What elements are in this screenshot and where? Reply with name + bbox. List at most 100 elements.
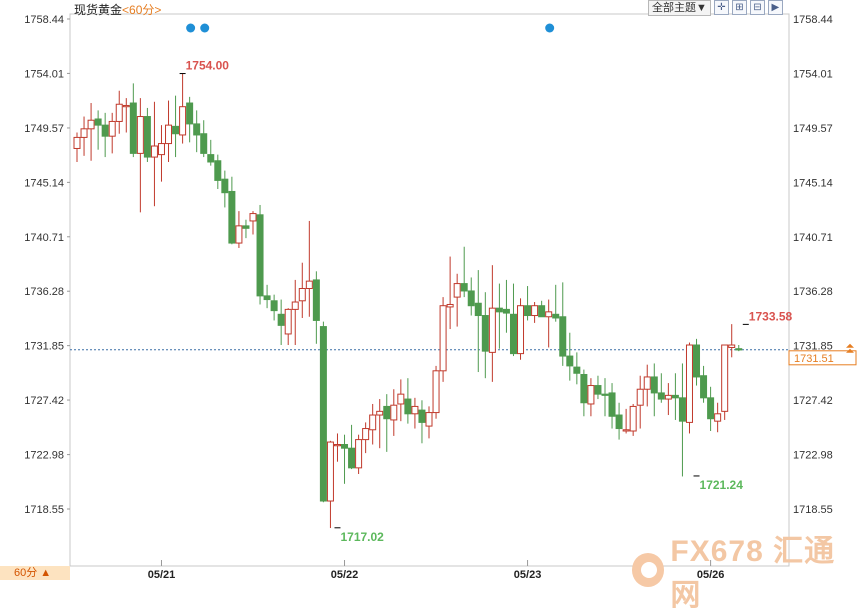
y-tick-label-right: 1718.55 [793,504,833,516]
candle-body [291,301,299,310]
y-tick-label-left: 1745.14 [24,177,64,189]
candle-body [573,366,581,374]
candle-body [474,302,482,317]
candle-body [179,106,187,136]
candle-body [488,307,496,353]
current-price-label: 1731.51 [794,353,834,365]
candle-body [643,376,651,390]
candle-body [559,316,567,357]
high-annotation: 1754.00 [186,59,230,73]
y-tick-label-left: 1731.85 [24,341,64,353]
theme-dropdown[interactable]: 全部主题▼ [648,0,711,16]
candle-body [348,447,356,469]
candle-body [256,214,264,297]
candle-body [467,290,475,307]
candle-body [200,133,208,154]
crosshair-icon[interactable]: ✛ [713,0,729,15]
candle-body [531,305,539,317]
watermark-logo-icon [632,553,665,587]
y-tick-label-right: 1722.98 [793,450,833,462]
candle-body [143,116,151,158]
candle-body [657,392,665,400]
y-tick-label-left: 1754.01 [24,68,64,80]
y-tick-label-right: 1727.42 [793,395,833,407]
candle-body [728,344,736,348]
candle-body [298,288,306,302]
candle-body [425,412,433,427]
candle-body [432,370,440,414]
candle-body [355,439,363,469]
zoom-out-icon[interactable]: ⊟ [749,0,765,15]
candle-body [446,303,454,308]
x-tick-label: 05/26 [697,569,725,580]
candle-body [502,308,510,314]
candle-body [580,373,588,404]
candle-body [80,128,88,138]
candle-body [284,308,292,335]
event-marker-dot [200,23,210,33]
y-tick-label-left: 1736.28 [24,286,64,298]
candle-body [601,393,609,396]
candle-body [376,410,384,416]
y-tick-label-right: 1745.14 [793,177,833,189]
candle-body [566,355,574,367]
candle-body [418,409,426,423]
candle-body [249,213,257,222]
candle-body [87,119,95,130]
zoom-in-icon[interactable]: ⊞ [731,0,747,15]
candle-body [608,392,616,417]
instrument-name: 现货黄金 [74,3,123,17]
candle-body [495,307,503,313]
current-price-box [788,350,857,366]
price-chart[interactable]: 1758.44 1758.44 1754.01 1754.01 1749.57 1749.… [0,0,857,580]
y-tick-label-right: 1758.44 [793,14,833,26]
candle-body [341,444,349,449]
chart-title: 现货黄金<60分> [74,1,161,18]
candle-body [390,404,398,421]
candle-body [622,429,630,432]
candle-body [362,428,370,441]
candle-body [735,348,743,351]
candle-body [221,178,229,194]
low-annotation: 1721.24 [700,478,744,492]
y-tick-label-left: 1727.42 [24,395,64,407]
candle-body [411,405,419,415]
candle-body [193,123,201,136]
candle-body [122,104,130,108]
x-tick-label: 05/22 [331,569,359,580]
candle-body [552,313,560,319]
candle-body [594,385,602,395]
candle-body [165,124,173,145]
candle-body [101,124,109,137]
candle-body [277,313,285,326]
y-tick-label-right: 1740.71 [793,232,833,244]
candle-body [517,305,525,355]
candle-body [136,116,144,154]
candle-body [186,102,194,125]
candle-body [693,344,701,378]
candle-body [235,225,243,244]
candle-body [129,102,137,154]
candle-body [481,315,489,352]
candle-body [397,393,405,405]
candle-body [270,300,278,312]
candle-body [636,388,644,406]
candle-body [73,136,81,149]
candle-body [714,413,722,422]
candle-body [242,225,250,229]
candle-body [94,118,102,126]
candle-body [460,283,468,292]
candle-body [207,154,215,163]
candle-body [439,305,447,372]
current-price-arrow-icon [846,343,854,353]
period-selector[interactable]: 60分 ▲ [0,566,70,580]
candle-body [615,414,623,430]
candle-body [383,405,391,420]
candle-body [108,120,116,137]
candle-body [157,143,165,156]
candle-body [707,397,715,420]
watermark-text: FX678 汇通网 [670,535,836,612]
y-tick-label-right: 1731.85 [793,341,833,353]
candle-body [333,444,341,447]
forward-icon[interactable]: ▶ [767,0,783,15]
